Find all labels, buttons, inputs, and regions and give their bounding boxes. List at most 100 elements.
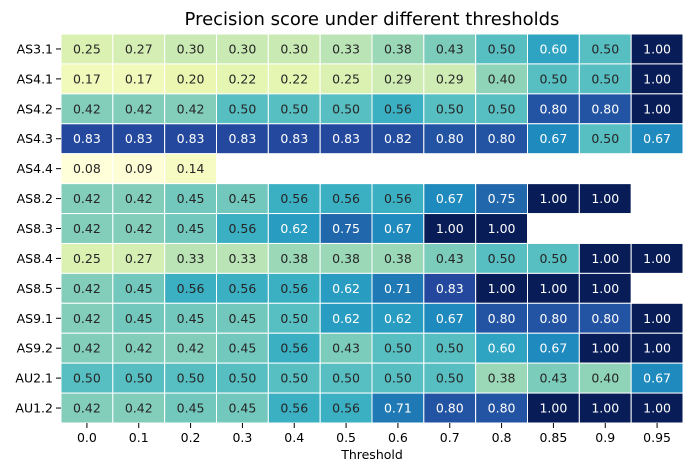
- y-tick-label: AS4.1: [17, 71, 53, 86]
- y-tick-label: AS8.5: [17, 281, 53, 296]
- heatmap-cell: [423, 302, 477, 334]
- heatmap-cell: [423, 63, 477, 95]
- cell-value-label: 0.50: [332, 371, 360, 386]
- heatmap-cell: [60, 123, 114, 155]
- heatmap-cell: [527, 183, 580, 215]
- heatmap-cell: [112, 213, 166, 244]
- heatmap-cell: [112, 332, 166, 364]
- cell-value-label: 0.42: [125, 401, 153, 416]
- cell-value-label: 0.27: [125, 41, 153, 56]
- x-axis: 0.0 0.1 0.2 0.3 0.4 0.5 0.6 0.7 0.8 0.85 0.9 0.95: [77, 423, 671, 445]
- cell-value-label: 0.50: [591, 131, 619, 146]
- heatmap-cell: [475, 362, 529, 394]
- cell-value-label: 0.80: [539, 101, 567, 116]
- y-tick-label: AU2.1: [15, 371, 53, 386]
- cell-value-label: 0.80: [436, 131, 464, 146]
- cell-value-label: 0.50: [539, 251, 567, 266]
- cell-value-label: 0.45: [177, 401, 205, 416]
- heatmap-cell: [371, 242, 425, 274]
- y-tick-label: AS4.3: [17, 131, 53, 146]
- cell-value-label: 1.00: [643, 101, 671, 116]
- cell-value-label: 0.25: [332, 71, 360, 86]
- cell-value-label: 0.60: [539, 41, 567, 56]
- cell-value-label: 1.00: [539, 281, 567, 296]
- heatmap-cell: [216, 213, 269, 244]
- cell-value-label: 1.00: [539, 401, 567, 416]
- heatmap-cell: [319, 332, 373, 364]
- heatmap-cell: [319, 242, 373, 274]
- cell-value-label: 0.67: [436, 311, 464, 326]
- heatmap-cell: [527, 63, 580, 95]
- heatmap-cell: [267, 123, 321, 155]
- heatmap-cell: [164, 302, 217, 334]
- cell-value-label: 0.42: [73, 311, 101, 326]
- heatmap-cell: [319, 33, 373, 65]
- x-tick-label: 0.7: [440, 430, 460, 445]
- heatmap-cell: [527, 242, 580, 274]
- cell-value-label: 0.50: [73, 371, 101, 386]
- cell-value-label: 1.00: [643, 41, 671, 56]
- heatmap-cell: [216, 272, 269, 304]
- heatmap-cell: [216, 123, 269, 155]
- cell-value-label: 0.50: [384, 341, 412, 356]
- cell-value-label: 0.83: [73, 131, 101, 146]
- cell-value-label: 0.29: [436, 71, 464, 86]
- heatmap-cell: [112, 242, 166, 274]
- y-tick-label: AS8.3: [17, 221, 53, 236]
- heatmap-cell: [630, 242, 684, 274]
- cell-value-label: 1.00: [643, 251, 671, 266]
- cell-value-label: 0.42: [125, 191, 153, 206]
- cell-value-label: 0.43: [332, 341, 360, 356]
- heatmap-cell: [319, 123, 373, 155]
- heatmap-cell: [112, 392, 166, 424]
- heatmap-cell: [527, 302, 580, 334]
- x-tick-label: 0.8: [492, 430, 512, 445]
- heatmap-cell: [423, 213, 477, 244]
- cell-value-label: 0.43: [539, 371, 567, 386]
- heatmap-cell: [423, 183, 477, 215]
- heatmap-cell: [112, 63, 166, 95]
- cell-value-label: 0.62: [384, 311, 412, 326]
- cell-value-label: 0.45: [125, 281, 153, 296]
- cell-value-label: 1.00: [643, 311, 671, 326]
- cell-value-label: 0.67: [436, 191, 464, 206]
- heatmap-cell: [630, 123, 684, 155]
- heatmap-cell: [216, 242, 269, 274]
- cell-value-label: 0.83: [125, 131, 153, 146]
- cell-value-label: 0.83: [280, 131, 308, 146]
- cell-value-label: 0.30: [228, 41, 256, 56]
- heatmap-cell: [267, 272, 321, 304]
- cell-value-label: 0.50: [228, 101, 256, 116]
- heatmap-cell: [371, 63, 425, 95]
- cell-value-label: 0.50: [591, 71, 619, 86]
- heatmap-cell: [267, 93, 321, 125]
- heatmap-cell: [630, 93, 684, 125]
- y-tick-label: AS9.1: [17, 311, 53, 326]
- x-tick-label: 0.95: [643, 430, 671, 445]
- cell-value-label: 1.00: [591, 281, 619, 296]
- heatmap-cell: [319, 213, 373, 244]
- cell-value-label: 0.50: [280, 371, 308, 386]
- heatmap-cell: [112, 272, 166, 304]
- heatmap-cell: [112, 362, 166, 394]
- cell-value-label: 0.25: [73, 251, 101, 266]
- cell-value-label: 1.00: [591, 251, 619, 266]
- cell-value-label: 0.67: [384, 221, 412, 236]
- heatmap-cell: [319, 362, 373, 394]
- cell-value-label: 0.56: [384, 191, 412, 206]
- cell-value-label: 0.45: [228, 311, 256, 326]
- heatmap-cell: [475, 392, 529, 424]
- cell-value-label: 0.56: [332, 191, 360, 206]
- cell-value-label: 1.00: [643, 71, 671, 86]
- heatmap-cell: [578, 183, 632, 215]
- cell-value-label: 1.00: [643, 341, 671, 356]
- heatmap-cells: 0.25 0.27 0.30 0.30 0.30 0.33 0.38 0.43 0.50 0.60…: [60, 33, 684, 424]
- heatmap-cell: [578, 302, 632, 334]
- y-tick-label: AS4.4: [17, 161, 53, 176]
- cell-value-label: 1.00: [436, 221, 464, 236]
- cell-value-label: 0.42: [73, 101, 101, 116]
- cell-value-label: 0.56: [177, 281, 205, 296]
- cell-value-label: 0.50: [280, 101, 308, 116]
- cell-value-label: 0.33: [332, 41, 360, 56]
